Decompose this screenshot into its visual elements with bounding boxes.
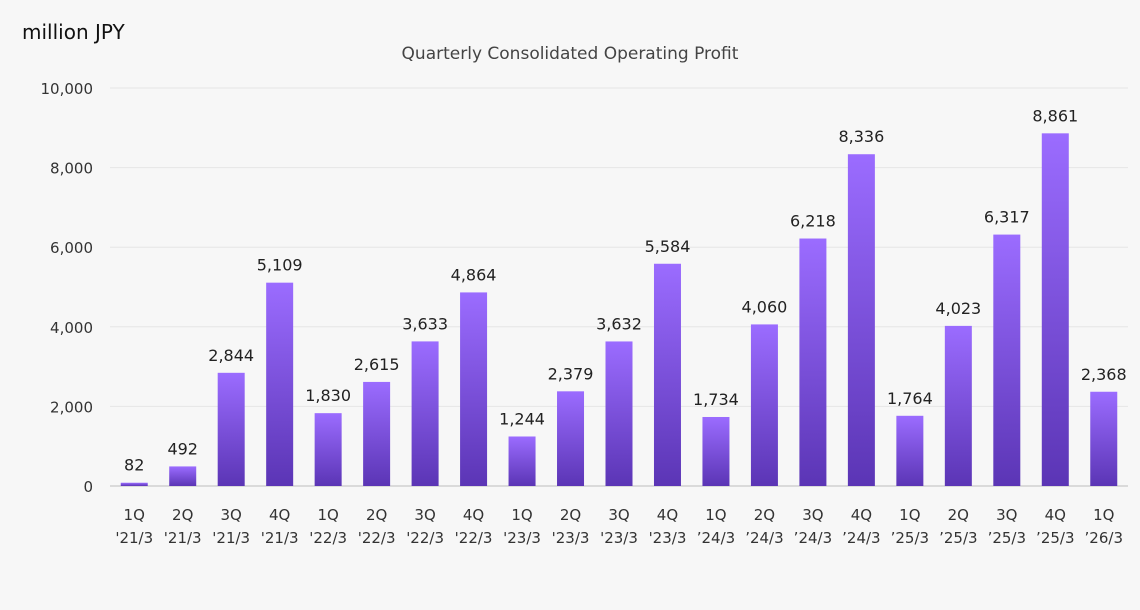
bars [120,133,1118,486]
x-tick-fiscal-year: '23/3 [503,529,541,547]
x-tick-quarter: 3Q [414,506,435,524]
x-tick-quarter: 1Q [317,506,338,524]
bar [653,263,681,486]
bar [363,381,391,486]
y-tick-label: 2,000 [50,398,93,416]
x-tick-fiscal-year: ’25/3 [988,529,1026,547]
value-label: 1,764 [887,389,933,408]
bar [508,436,536,486]
bar [944,325,972,486]
x-tick-quarter: 1Q [705,506,726,524]
x-tick-quarter: 4Q [463,506,484,524]
value-label: 1,830 [305,386,351,405]
bar [750,324,778,486]
value-label: 5,109 [257,256,303,275]
x-axis-ticks: 1Q '21/3 2Q '21/3 3Q '21/3 4Q '21/3 1Q '22/3 2Q '22… [115,506,1123,547]
x-tick-quarter: 1Q [899,506,920,524]
value-label: 1,244 [499,409,545,428]
value-label: 4,023 [935,299,981,318]
value-label: 8,861 [1032,106,1078,125]
bar [411,341,439,486]
bar [605,341,633,486]
y-tick-label: 4,000 [50,319,93,337]
value-label: 492 [167,439,198,458]
x-tick-quarter: 2Q [366,506,387,524]
x-tick-fiscal-year: '21/3 [115,529,153,547]
y-tick-label: 6,000 [50,239,93,257]
x-tick-fiscal-year: ’25/3 [939,529,977,547]
x-tick-quarter: 2Q [754,506,775,524]
x-tick-fiscal-year: '22/3 [455,529,493,547]
x-tick-fiscal-year: '21/3 [261,529,299,547]
value-label: 5,584 [645,237,691,256]
x-tick-quarter: 4Q [1045,506,1066,524]
unit-label: million JPY [22,20,125,44]
bar [266,282,294,486]
bar [1041,133,1069,486]
x-tick-quarter: 2Q [560,506,581,524]
x-tick-fiscal-year: '21/3 [164,529,202,547]
x-tick-quarter: 3Q [608,506,629,524]
x-tick-fiscal-year: ’24/3 [794,529,832,547]
value-label: 4,060 [742,297,788,316]
x-tick-quarter: 3Q [802,506,823,524]
value-label: 2,379 [548,364,594,383]
value-label: 82 [124,456,144,475]
y-tick-label: 0 [83,478,93,496]
x-tick-quarter: 4Q [269,506,290,524]
x-tick-quarter: 2Q [172,506,193,524]
value-label: 3,632 [596,314,642,333]
bar [847,154,875,486]
value-label: 6,317 [984,208,1030,227]
x-tick-quarter: 4Q [657,506,678,524]
bar [169,466,197,486]
x-tick-fiscal-year: '23/3 [649,529,687,547]
value-label: 2,368 [1081,365,1127,384]
value-label: 2,615 [354,355,400,374]
value-label: 8,336 [838,127,884,146]
bar [217,372,245,486]
x-tick-fiscal-year: '22/3 [358,529,396,547]
x-tick-fiscal-year: ’25/3 [891,529,929,547]
bar [993,234,1021,486]
bar [557,391,585,486]
x-tick-quarter: 3Q [221,506,242,524]
bar [896,415,924,486]
x-tick-quarter: 1Q [124,506,145,524]
bar [120,482,148,486]
bar [1090,391,1118,486]
y-axis-ticks: 0 2,000 4,000 6,000 8,000 10,000 [41,80,94,496]
x-tick-quarter: 1Q [511,506,532,524]
x-tick-fiscal-year: '22/3 [309,529,347,547]
x-tick-quarter: 4Q [851,506,872,524]
value-label: 1,734 [693,390,739,409]
x-tick-fiscal-year: ’26/3 [1085,529,1123,547]
x-tick-fiscal-year: '23/3 [552,529,590,547]
bar [702,416,730,486]
value-label: 2,844 [208,346,254,365]
x-tick-fiscal-year: ’25/3 [1036,529,1074,547]
value-label: 4,864 [451,265,497,284]
x-tick-quarter: 2Q [948,506,969,524]
x-tick-fiscal-year: '21/3 [212,529,250,547]
bar [799,238,827,486]
y-tick-label: 8,000 [50,160,93,178]
x-tick-fiscal-year: '23/3 [600,529,638,547]
bar [314,413,342,486]
bar [460,292,488,486]
value-label: 3,633 [402,314,448,333]
x-tick-quarter: 1Q [1093,506,1114,524]
x-tick-fiscal-year: ’24/3 [745,529,783,547]
x-tick-fiscal-year: ’24/3 [842,529,880,547]
value-label: 6,218 [790,212,836,231]
x-tick-fiscal-year: ’24/3 [697,529,735,547]
x-tick-fiscal-year: '22/3 [406,529,444,547]
x-tick-quarter: 3Q [996,506,1017,524]
y-tick-label: 10,000 [41,80,94,98]
chart-title: Quarterly Consolidated Operating Profit [401,44,739,64]
